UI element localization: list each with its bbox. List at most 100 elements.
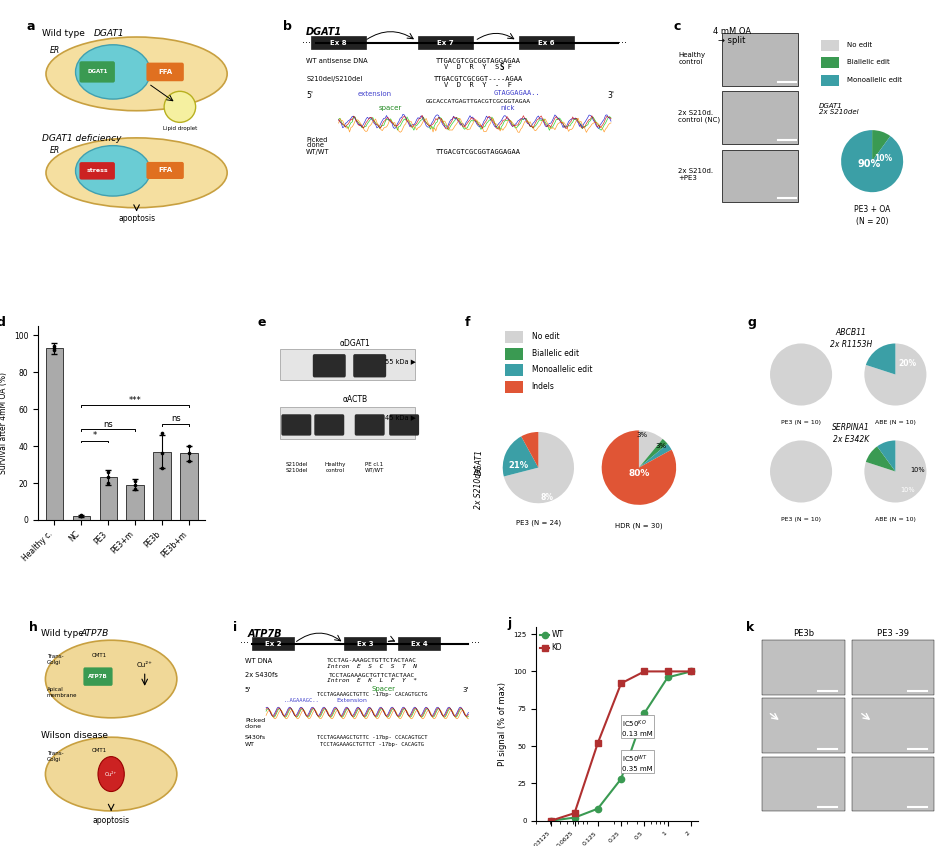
Text: Lipid droplet: Lipid droplet — [163, 126, 197, 131]
FancyBboxPatch shape — [505, 332, 523, 343]
Text: 3': 3' — [606, 91, 614, 100]
Text: DGAT1: DGAT1 — [818, 103, 842, 109]
Text: S430fs: S430fs — [245, 734, 266, 739]
Text: 2x S430fs: 2x S430fs — [245, 673, 277, 678]
FancyBboxPatch shape — [281, 415, 311, 436]
Text: apoptosis: apoptosis — [92, 816, 129, 825]
Text: TTGACGTCGCGGTAGGAGAA: TTGACGTCGCGGTAGGAGAA — [435, 58, 520, 64]
Text: WT/WT: WT/WT — [306, 150, 329, 156]
Text: extension: extension — [357, 91, 391, 97]
Point — [181, 439, 196, 453]
Text: ns: ns — [104, 420, 113, 429]
FancyBboxPatch shape — [418, 36, 473, 49]
WT — [545, 816, 556, 826]
Text: k: k — [744, 621, 753, 634]
Ellipse shape — [75, 45, 150, 99]
Text: clone: clone — [306, 141, 324, 148]
FancyBboxPatch shape — [721, 33, 798, 85]
Text: WT antisense DNA: WT antisense DNA — [306, 58, 367, 64]
Wedge shape — [841, 130, 902, 192]
KO — [545, 816, 556, 826]
FancyBboxPatch shape — [762, 640, 843, 695]
Text: 4 mM OA: 4 mM OA — [712, 27, 750, 36]
Point — [154, 426, 169, 440]
Text: IC50$^{KO}$
0.13 mM: IC50$^{KO}$ 0.13 mM — [622, 718, 652, 737]
FancyBboxPatch shape — [353, 354, 386, 377]
Text: IC50$^{WT}$
0.35 mM: IC50$^{WT}$ 0.35 mM — [622, 753, 652, 772]
Text: CMT1: CMT1 — [91, 653, 107, 658]
WT — [684, 667, 696, 677]
Text: 2x S210del: 2x S210del — [818, 109, 858, 115]
Text: Wilson disease: Wilson disease — [41, 732, 108, 740]
FancyBboxPatch shape — [397, 637, 440, 651]
Ellipse shape — [46, 37, 227, 111]
FancyBboxPatch shape — [344, 637, 386, 651]
Text: Ex 2: Ex 2 — [265, 640, 281, 646]
Text: Picked: Picked — [306, 137, 327, 143]
Text: αDGAT1: αDGAT1 — [339, 339, 369, 348]
Text: b: b — [283, 19, 292, 32]
FancyBboxPatch shape — [251, 637, 294, 651]
Text: 5': 5' — [306, 91, 313, 100]
Text: TCCTAGAAAGCTGTTCTACTAAC: TCCTAGAAAGCTGTTCTACTAAC — [328, 673, 415, 678]
Point — [47, 342, 62, 355]
FancyBboxPatch shape — [314, 415, 344, 436]
Text: 2x E342K: 2x E342K — [832, 435, 868, 443]
Text: ATP7B: ATP7B — [80, 629, 109, 638]
FancyBboxPatch shape — [821, 40, 838, 51]
Text: → split: → split — [718, 36, 744, 45]
FancyBboxPatch shape — [310, 36, 366, 49]
Text: Intron  E  S  C  S  T  N: Intron E S C S T N — [327, 664, 417, 669]
Text: Biallelic edit: Biallelic edit — [845, 59, 888, 65]
Text: V  D  R  Y  S  F: V D R Y S F — [444, 64, 511, 70]
Text: 3%: 3% — [636, 431, 646, 438]
Text: TCCTAGAAAGCTGTTCT -17bp- CACAGTG: TCCTAGAAAGCTGTTCT -17bp- CACAGTG — [320, 741, 424, 746]
Text: PE3 (N = 24): PE3 (N = 24) — [515, 519, 561, 526]
Circle shape — [98, 756, 124, 792]
Text: Ex 8: Ex 8 — [330, 40, 347, 46]
Text: f: f — [465, 316, 469, 329]
Text: nick: nick — [500, 105, 514, 111]
Text: No edit: No edit — [845, 41, 871, 47]
Text: DGAT1: DGAT1 — [87, 69, 108, 74]
FancyBboxPatch shape — [721, 150, 798, 202]
Text: V  D  R  Y  -  F: V D R Y - F — [444, 81, 511, 87]
Text: e: e — [257, 316, 266, 329]
Text: TTGACGTCGCGGT----AGAA: TTGACGTCGCGGT----AGAA — [433, 76, 522, 82]
Bar — [127, 485, 144, 520]
Text: PE3 -39: PE3 -39 — [876, 629, 908, 638]
Wedge shape — [601, 431, 676, 505]
FancyBboxPatch shape — [518, 36, 573, 49]
Wedge shape — [863, 343, 925, 405]
Ellipse shape — [46, 640, 177, 717]
Text: 21%: 21% — [508, 461, 528, 470]
Text: stress: stress — [87, 168, 108, 173]
Bar — [99, 477, 117, 520]
FancyBboxPatch shape — [147, 162, 184, 179]
Text: 3': 3' — [462, 687, 468, 693]
FancyBboxPatch shape — [505, 381, 523, 393]
KO — [568, 808, 580, 818]
Point — [73, 508, 89, 522]
Wedge shape — [638, 444, 671, 468]
Text: PE3 + OA: PE3 + OA — [853, 205, 889, 214]
Text: DGAT1: DGAT1 — [306, 27, 342, 37]
Point — [128, 482, 143, 496]
Text: FFA: FFA — [158, 168, 172, 173]
Text: ER: ER — [50, 46, 60, 54]
Text: Trans-
Golgi: Trans- Golgi — [47, 751, 64, 762]
Wedge shape — [521, 432, 538, 468]
Bar — [180, 453, 198, 520]
Text: ABE (N = 10): ABE (N = 10) — [874, 420, 915, 425]
WT — [568, 812, 580, 822]
Text: Biallelic edit: Biallelic edit — [531, 349, 578, 358]
Text: Cu²⁺: Cu²⁺ — [105, 772, 117, 777]
Point — [47, 343, 62, 357]
Ellipse shape — [46, 737, 177, 811]
Point — [73, 509, 89, 523]
Text: Ex 7: Ex 7 — [437, 40, 453, 46]
Bar — [46, 349, 63, 520]
Circle shape — [164, 91, 195, 123]
Text: No edit: No edit — [531, 332, 559, 341]
WT — [662, 673, 673, 683]
